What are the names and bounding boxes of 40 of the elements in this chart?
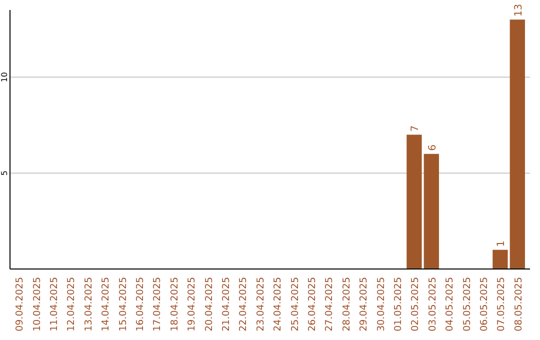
x-tick-label: 22.04.2025 [238,277,250,332]
bar [492,250,508,269]
x-tick-label: 27.04.2025 [324,277,336,332]
x-tick-label: 06.05.2025 [479,277,490,332]
x-tick-label: 16.04.2025 [135,277,146,332]
x-tick-label: 28.04.2025 [341,277,352,332]
x-tick-label: 09.04.2025 [14,277,26,332]
x-tick-label: 07.05.2025 [496,277,508,332]
x-tick-label: 15.04.2025 [118,277,129,332]
x-tick-label: 17.04.2025 [152,277,164,332]
bar [424,154,439,269]
x-tick-label: 01.05.2025 [393,277,404,332]
x-tick-label: 25.04.2025 [290,277,301,332]
x-tick-label: 03.05.2025 [427,277,438,332]
data-label: 7 [410,125,422,132]
y-tick-label: 10 [0,72,9,82]
x-tick-label: 18.04.2025 [169,277,180,332]
x-tick-label: 08.05.2025 [513,277,524,332]
bar [510,20,525,269]
data-label: 1 [496,240,508,247]
x-tick-label: 02.05.2025 [410,277,422,332]
x-tick-label: 04.05.2025 [444,277,456,332]
x-tick-label: 13.04.2025 [83,277,94,332]
x-tick-label: 19.04.2025 [186,277,198,332]
x-tick-label: 12.04.2025 [66,277,78,332]
x-tick-label: 26.04.2025 [307,277,318,332]
y-tick-label: 5 [0,170,9,176]
x-tick-label: 29.04.2025 [358,277,370,332]
bar [406,134,422,269]
x-tick-label: 11.04.2025 [49,277,60,332]
x-tick-label: 24.04.2025 [272,277,284,332]
x-tick-label: 14.04.2025 [100,277,112,332]
x-tick-label: 21.04.2025 [221,277,232,332]
x-tick-label: 10.04.2025 [32,277,43,332]
x-tick-label: 23.04.2025 [255,277,266,332]
data-label: 13 [513,4,524,17]
data-label: 6 [427,144,438,151]
x-tick-label: 05.05.2025 [462,277,473,332]
x-tick-label: 30.04.2025 [376,277,387,332]
x-tick-label: 20.04.2025 [204,277,215,332]
